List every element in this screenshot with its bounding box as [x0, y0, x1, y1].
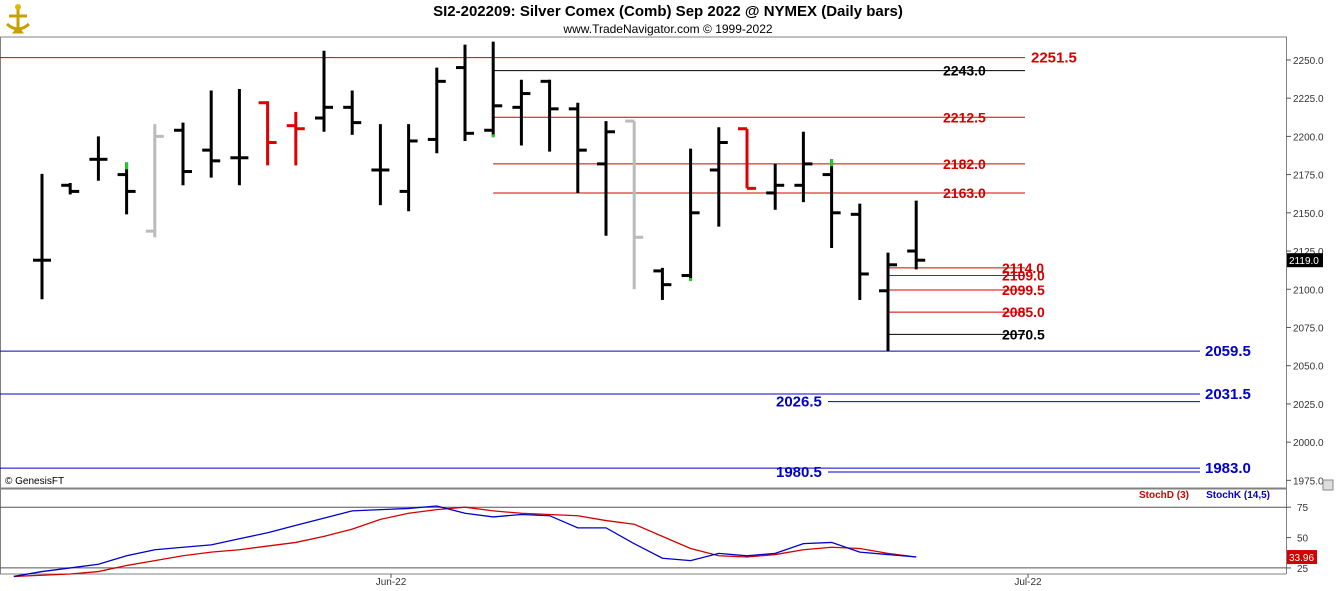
osc-y-tick-label: 50: [1297, 534, 1309, 545]
level-label: 2070.5: [1002, 326, 1045, 342]
y-tick-label: 2025.0: [1293, 400, 1324, 411]
copyright-text: © GenesisFT: [5, 476, 64, 487]
ohlc-bar: [794, 131, 813, 203]
ohlc-bar: [907, 200, 926, 270]
y-tick-label: 2050.0: [1293, 362, 1324, 373]
y-tick-label: 2100.0: [1293, 285, 1324, 296]
chart-title: SI2-202209: Silver Comex (Comb) Sep 2022…: [433, 3, 903, 20]
scroll-right-icon: [1322, 479, 1334, 491]
ohlc-bar: [399, 124, 418, 212]
ohlc-bar: [427, 67, 446, 154]
bar-low-marker: [689, 278, 693, 282]
chart-header: SI2-202209: Silver Comex (Comb) Sep 2022…: [0, 0, 1336, 38]
ohlc-bar: [258, 101, 277, 166]
ohlc-bar: [540, 79, 559, 152]
ohlc-bar: [456, 44, 474, 141]
level-label: 2085.0: [1002, 304, 1045, 320]
ohlc-bar: [484, 41, 503, 138]
level-label: 2099.5: [1002, 282, 1045, 298]
price-plot-area: [0, 36, 1287, 489]
ohlc-bar: [343, 90, 362, 135]
date-axis-area: [0, 574, 1336, 591]
last-price-tag: [1287, 253, 1323, 268]
ohlc-bar: [597, 121, 615, 236]
ohlc-bar: [738, 127, 756, 190]
level-label: 2031.5: [1205, 386, 1251, 403]
level-label: 2182.0: [943, 156, 986, 172]
level-label: 1983.0: [1205, 460, 1251, 477]
ohlc-bar: [709, 127, 728, 227]
stochastic-plot-area: [0, 488, 1287, 575]
y-tick-label: 2150.0: [1293, 209, 1324, 220]
ohlc-bar: [653, 267, 672, 300]
y-tick-label: 2125.0: [1293, 247, 1324, 258]
x-tick-label: Jul-22: [1014, 577, 1042, 588]
y-tick-label: 2175.0: [1293, 171, 1324, 182]
ohlc-bar: [89, 136, 108, 181]
level-label: 2243.0: [943, 63, 986, 79]
legend-stochd: StochD (3): [1139, 490, 1189, 501]
ohlc-bar: [286, 111, 305, 166]
ohlc-bar: [117, 162, 136, 215]
osc-last-value-label: 33.96: [1289, 553, 1314, 564]
ohlc-bar: [315, 50, 333, 132]
level-label: 2212.5: [943, 109, 986, 125]
osc-last-value-tag: [1287, 550, 1317, 565]
genesis-logo-icon: [3, 2, 33, 34]
osc-y-tick-label: 25: [1297, 564, 1309, 575]
level-label: 2251.5: [1031, 50, 1077, 67]
price-bars: [33, 41, 926, 352]
y-tick-label: 1975.0: [1293, 476, 1324, 487]
osc-y-tick-label: 75: [1297, 503, 1309, 514]
bar-low-marker: [491, 134, 495, 138]
y-tick-label: 2075.0: [1293, 323, 1324, 334]
price-axis: 1975.0 2000.0 2025.0 2050.0 2075.0 2100.0 2125…: [1286, 56, 1334, 491]
y-tick-label: 2000.0: [1293, 438, 1324, 449]
y-tick-label: 2250.0: [1293, 56, 1324, 67]
price-levels: 2251.5 2243.0 2212.5 2182.0 2163.0 2114.02109…: [0, 50, 1251, 481]
stochd-line: [13, 506, 917, 578]
level-label: 2059.5: [1205, 343, 1251, 360]
chart-subtitle: www.TradeNavigator.com © 1999-2022: [563, 22, 773, 36]
level-label: 2163.0: [943, 185, 986, 201]
y-tick-label: 2225.0: [1293, 94, 1324, 105]
ohlc-bar: [850, 203, 869, 300]
level-label: 2109.0: [1002, 267, 1045, 283]
ohlc-bar: [145, 124, 164, 238]
level-label: 1980.5: [776, 464, 822, 481]
ohlc-bar: [202, 90, 221, 178]
ohlc-bar: [625, 119, 644, 290]
ohlc-bar: [371, 124, 390, 206]
x-tick-label: Jun-22: [376, 577, 407, 588]
ohlc-bar: [822, 159, 841, 248]
stochastic-panel: 25 50 75 StochD (3) StochK (14,5) 33.96: [0, 490, 1317, 578]
date-axis: Jun-22 Jul-22: [376, 574, 1042, 588]
level-label: 2026.5: [776, 394, 822, 411]
ohlc-bar: [61, 183, 80, 195]
y-tick-label: 2200.0: [1293, 132, 1324, 143]
chart-frame: [0, 36, 1336, 591]
ohlc-bar: [681, 148, 700, 282]
ohlc-bar: [512, 79, 531, 146]
legend-stochk: StochK (14,5): [1206, 490, 1270, 501]
ohlc-bar: [174, 122, 192, 186]
level-label: 2114.0: [1002, 260, 1044, 276]
last-price-label: 2119.0: [1289, 256, 1319, 267]
ohlc-bar: [230, 88, 249, 186]
ohlc-bar: [568, 102, 587, 193]
ohlc-bar: [33, 173, 51, 300]
stochk-line: [13, 505, 917, 578]
ohlc-bar: [766, 163, 785, 210]
ohlc-bar: [879, 252, 897, 352]
